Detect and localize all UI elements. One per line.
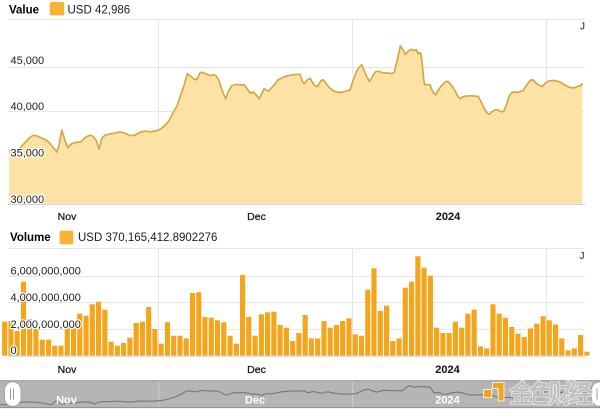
- svg-text:40,000: 40,000: [11, 101, 45, 113]
- svg-text:6,000,000,000: 6,000,000,000: [11, 265, 81, 277]
- svg-text:Nov: Nov: [56, 395, 78, 407]
- svg-text:J: J: [580, 22, 585, 33]
- svg-text:Dec: Dec: [247, 364, 266, 376]
- svg-text:USD 370,165,412.8902276: USD 370,165,412.8902276: [78, 232, 217, 244]
- svg-text:Volume: Volume: [10, 232, 51, 244]
- svg-text:35,000: 35,000: [11, 148, 45, 160]
- svg-text:Dec: Dec: [245, 395, 265, 407]
- svg-text:Value: Value: [9, 5, 39, 17]
- svg-text:4,000,000,000: 4,000,000,000: [11, 292, 81, 304]
- svg-text:Nov: Nov: [58, 211, 77, 223]
- svg-text:Nov: Nov: [58, 364, 77, 376]
- svg-text:USD 42,986: USD 42,986: [68, 5, 131, 17]
- svg-text:2,000,000,000: 2,000,000,000: [11, 319, 81, 331]
- svg-text:0: 0: [11, 345, 17, 357]
- svg-text:金色财经: 金色财经: [509, 379, 594, 408]
- svg-text:2024: 2024: [435, 395, 460, 407]
- svg-text:Dec: Dec: [247, 211, 266, 223]
- svg-text:45,000: 45,000: [11, 55, 45, 67]
- svg-text:2024: 2024: [435, 364, 460, 376]
- svg-text:2024: 2024: [436, 211, 461, 223]
- svg-text:J: J: [580, 251, 585, 262]
